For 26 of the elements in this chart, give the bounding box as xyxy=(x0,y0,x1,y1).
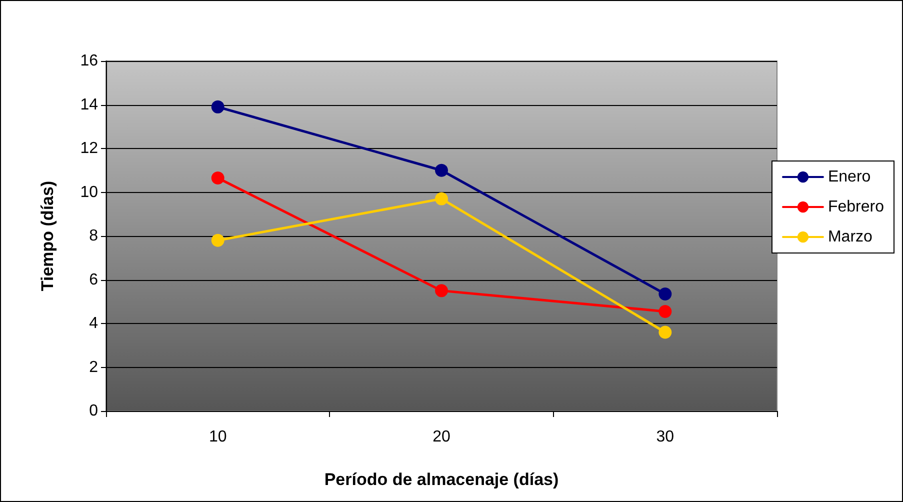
legend-label: Enero xyxy=(828,168,871,186)
y-tick-label: 2 xyxy=(89,358,98,376)
point xyxy=(211,234,224,247)
y-tick-label: 8 xyxy=(89,228,98,244)
x-tick-label: 10 xyxy=(208,428,227,446)
x-axis-title: Período de almacenaje (días) xyxy=(324,470,559,489)
point xyxy=(658,287,672,300)
y-tick-label: 0 xyxy=(89,402,98,420)
y-tick-label: 14 xyxy=(80,96,98,114)
point xyxy=(658,304,672,318)
y-tick-label: 16 xyxy=(80,52,98,70)
point xyxy=(435,284,448,298)
point xyxy=(211,100,224,114)
point xyxy=(658,326,672,339)
y-tick-label: 4 xyxy=(89,315,98,332)
point xyxy=(211,172,224,185)
y-tick-label: 10 xyxy=(80,184,98,201)
y-axis-title: Tiempo (días) xyxy=(38,180,57,292)
x-tick-label: 30 xyxy=(656,428,674,446)
y-tick-label: 6 xyxy=(89,271,98,288)
x-tick-label: 20 xyxy=(432,428,450,446)
point xyxy=(435,164,448,177)
legend-label: Marzo xyxy=(828,228,873,246)
y-tick-label: 12 xyxy=(80,140,98,157)
legend-label: Febrero xyxy=(828,198,884,216)
point xyxy=(435,192,448,206)
